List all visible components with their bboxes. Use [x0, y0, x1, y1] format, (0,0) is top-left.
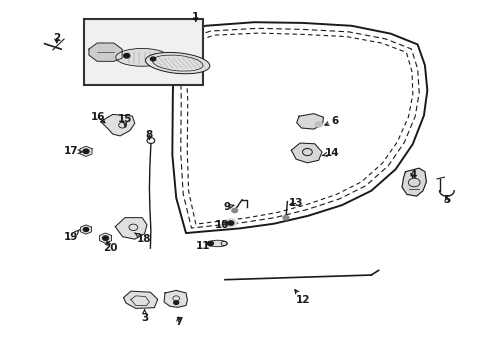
Text: 2: 2: [53, 33, 61, 43]
Circle shape: [123, 54, 129, 58]
Text: 9: 9: [224, 202, 233, 212]
Text: 13: 13: [288, 198, 303, 208]
Text: 20: 20: [103, 240, 118, 253]
Text: 14: 14: [322, 148, 339, 158]
Text: 16: 16: [91, 112, 105, 123]
Polygon shape: [291, 143, 322, 163]
Text: 5: 5: [442, 195, 449, 205]
Circle shape: [207, 241, 213, 246]
Circle shape: [224, 219, 236, 227]
Text: 17: 17: [64, 146, 82, 156]
Text: 3: 3: [141, 310, 148, 323]
Circle shape: [231, 208, 237, 213]
Circle shape: [81, 147, 91, 155]
Text: 8: 8: [145, 130, 153, 140]
Polygon shape: [123, 291, 158, 309]
Polygon shape: [101, 114, 135, 136]
Text: 1: 1: [192, 12, 199, 22]
Text: 11: 11: [195, 241, 213, 251]
Circle shape: [283, 216, 288, 220]
Text: 12: 12: [294, 290, 309, 305]
Ellipse shape: [145, 53, 209, 74]
Ellipse shape: [207, 240, 227, 247]
Text: 15: 15: [118, 114, 132, 127]
Circle shape: [100, 234, 111, 242]
Circle shape: [150, 57, 155, 61]
Text: 19: 19: [64, 230, 80, 242]
Circle shape: [314, 122, 322, 127]
Polygon shape: [163, 291, 187, 307]
FancyBboxPatch shape: [83, 19, 203, 85]
Circle shape: [102, 236, 108, 240]
Text: 7: 7: [175, 317, 182, 327]
Circle shape: [83, 228, 88, 231]
Circle shape: [81, 226, 91, 233]
Text: 10: 10: [215, 220, 229, 230]
Text: 18: 18: [134, 233, 151, 244]
Circle shape: [173, 301, 178, 305]
Polygon shape: [89, 43, 122, 61]
Ellipse shape: [116, 49, 168, 66]
Polygon shape: [401, 168, 426, 196]
Circle shape: [83, 149, 89, 153]
Text: 4: 4: [408, 170, 416, 180]
Circle shape: [227, 221, 233, 225]
Text: 6: 6: [324, 116, 338, 126]
Polygon shape: [115, 218, 147, 239]
Polygon shape: [296, 114, 323, 129]
